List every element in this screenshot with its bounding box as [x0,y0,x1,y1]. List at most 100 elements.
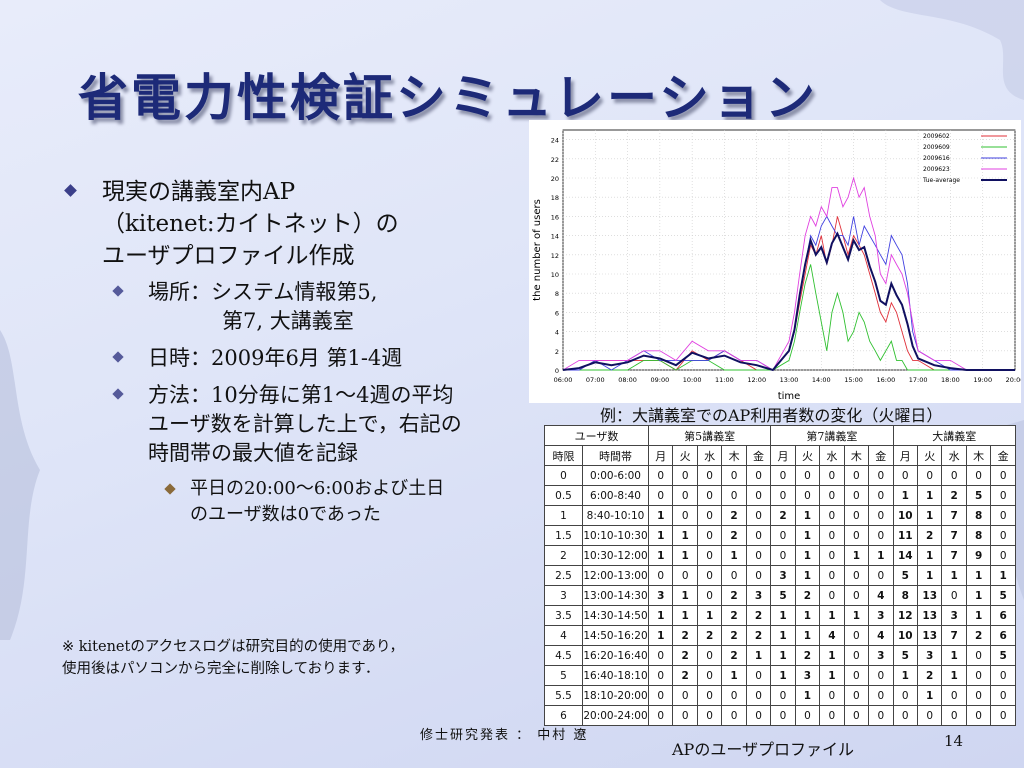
column-header-cell: 金 [990,445,1016,466]
bullet-level2: 日時：2009年6月 第1-4週 [62,344,542,373]
table-cell: 0:00-6:00 [582,465,649,486]
table-cell: 1 [770,665,796,686]
table-cell: 0 [696,545,723,566]
diamond-bullet-icon [112,285,124,297]
table-cell: 0 [745,705,772,726]
bullet-level2: 方法：10分毎に第1～4週の平均 ユーザ数を計算した上で，右記の 時間帯の最大値… [62,381,542,468]
table-cell: 1 [794,525,821,546]
x-tick-label: 08:00 [618,376,637,384]
table-cell: 0 [544,465,583,486]
table-cell: 0 [672,505,698,526]
table-cell: 1 [965,565,992,586]
x-tick-label: 19:00 [973,376,992,384]
table-row: 0.5 6:00-8:40 0 0 0 0 0 0 0 0 0 0 1 1 2 5 0 [544,485,1016,506]
table-cell: 0 [868,465,894,486]
diamond-bullet-icon [112,351,124,363]
table-cell: 0 [696,465,723,486]
table-cell: 14:50-16:20 [582,625,649,646]
table-cell: 5 [990,645,1016,666]
table-cell: 2 [696,625,723,646]
table-cell: 0 [770,465,796,486]
table-cell: 0 [892,705,918,726]
table-cell: 16:20-16:40 [582,645,649,666]
table-cell: 0 [843,465,870,486]
table-cell: 0 [745,525,772,546]
table-cell: 1 [794,685,821,706]
table-cell: 0 [770,545,796,566]
table-cell: 1 [892,665,918,686]
table-caption: APのユーザプロファイル [672,740,855,759]
table-cell: 0 [916,705,943,726]
table-cell: 0 [990,665,1016,686]
table-cell: 1 [916,545,943,566]
table-cell: 0 [868,505,894,526]
table-row: 5 16:40-18:10 0 2 0 1 0 1 3 1 0 0 1 2 1 0 0 [544,665,1016,686]
table-cell: 2 [941,485,967,506]
table-cell: 0 [868,525,894,546]
table-cell: 0 [721,705,747,726]
table-cell: 0 [868,485,894,506]
bullet-level3: 平日の20:00～6:00および土日 のユーザ数は0であった [62,476,542,528]
column-header-cell: 金 [745,445,772,466]
table-row: 6 20:00-24:00 0 0 0 0 0 0 0 0 0 0 0 0 0 0 0 [544,705,1016,726]
disclaimer-note: ※ kitenetのアクセスログは研究目的の使用であり， 使用後はパソコンから完… [62,636,404,680]
table-cell: 1 [647,505,674,526]
table-row: 2 10:30-12:00 1 1 0 1 0 0 1 0 1 1 14 1 7 9 0 [544,545,1016,566]
table-cell: 0 [819,685,845,706]
table-cell: 1 [843,605,870,626]
x-tick-label: 17:00 [909,376,928,384]
table-row: 5.5 18:10-20:00 0 0 0 0 0 0 1 0 0 0 0 1 0 0 0 [544,685,1016,706]
table-cell: 0 [843,585,870,606]
table-cell: 0 [819,585,845,606]
legend-label: 2009602 [923,133,950,140]
bullet-list: 現実の講義室内AP （kitenet:カイトネット）の ユーザプロファイル作成 … [62,176,542,528]
table-cell: 7 [941,525,967,546]
bullet-text: 日時：2009年6月 第1-4週 [148,346,403,370]
table-cell: 0 [868,705,894,726]
table-cell: 0 [843,665,870,686]
table-cell: 14:30-14:50 [582,605,649,626]
table-cell: 2 [965,625,992,646]
column-header-cell: 火 [672,445,698,466]
table-cell: 8:40-10:10 [582,505,649,526]
table-cell: 0 [990,485,1016,506]
y-tick-label: 12 [551,252,559,260]
table-cell: 11 [892,525,918,546]
table-cell: 12 [892,605,918,626]
table-cell: 1 [868,545,894,566]
legend-label: 2009623 [923,166,950,173]
table-cell: 5 [892,565,918,586]
table-cell: 1 [745,645,772,666]
y-tick-label: 24 [551,137,559,145]
y-tick-label: 20 [551,175,559,183]
y-tick-label: 2 [555,348,559,356]
table-cell: 0 [647,705,674,726]
column-header-cell: 時限 [544,445,583,466]
table-cell: 1 [794,625,821,646]
table-cell: 0 [647,665,674,686]
y-tick-label: 8 [555,290,559,298]
table-cell: 1 [965,585,992,606]
user-count-chart: 0 2 4 6 8 10 12 14 16 18 20 22 24 06:00 07:00 08:00 09:0… [529,120,1024,403]
x-tick-label: 13:00 [780,376,799,384]
bullet-text: のユーザ数は0であった [190,504,381,525]
table-cell: 4 [819,625,845,646]
table-cell: 0 [843,485,870,506]
table-row: 0 0:00-6:00 0 0 0 0 0 0 0 0 0 0 0 0 0 0 0 [544,465,1016,486]
table-cell: 2 [721,625,747,646]
bullet-level1: 現実の講義室内AP （kitenet:カイトネット）の ユーザプロファイル作成 [62,176,542,272]
table-cell: 1 [941,645,967,666]
table-cell: 3 [916,645,943,666]
column-header-cell: 時間帯 [582,445,649,466]
bullet-text: 第7, 大講義室 [222,309,354,333]
table-cell: 1 [647,605,674,626]
table-cell: 1 [794,505,821,526]
table-cell: 0 [990,505,1016,526]
x-tick-label: 06:00 [554,376,573,384]
table-cell: 0 [843,645,870,666]
table-cell: 3 [745,585,772,606]
slide-title: 省電力性検証シミュレーション [78,69,818,127]
y-tick-label: 6 [555,309,559,317]
table-cell: 0 [990,545,1016,566]
table-cell: 2 [794,585,821,606]
